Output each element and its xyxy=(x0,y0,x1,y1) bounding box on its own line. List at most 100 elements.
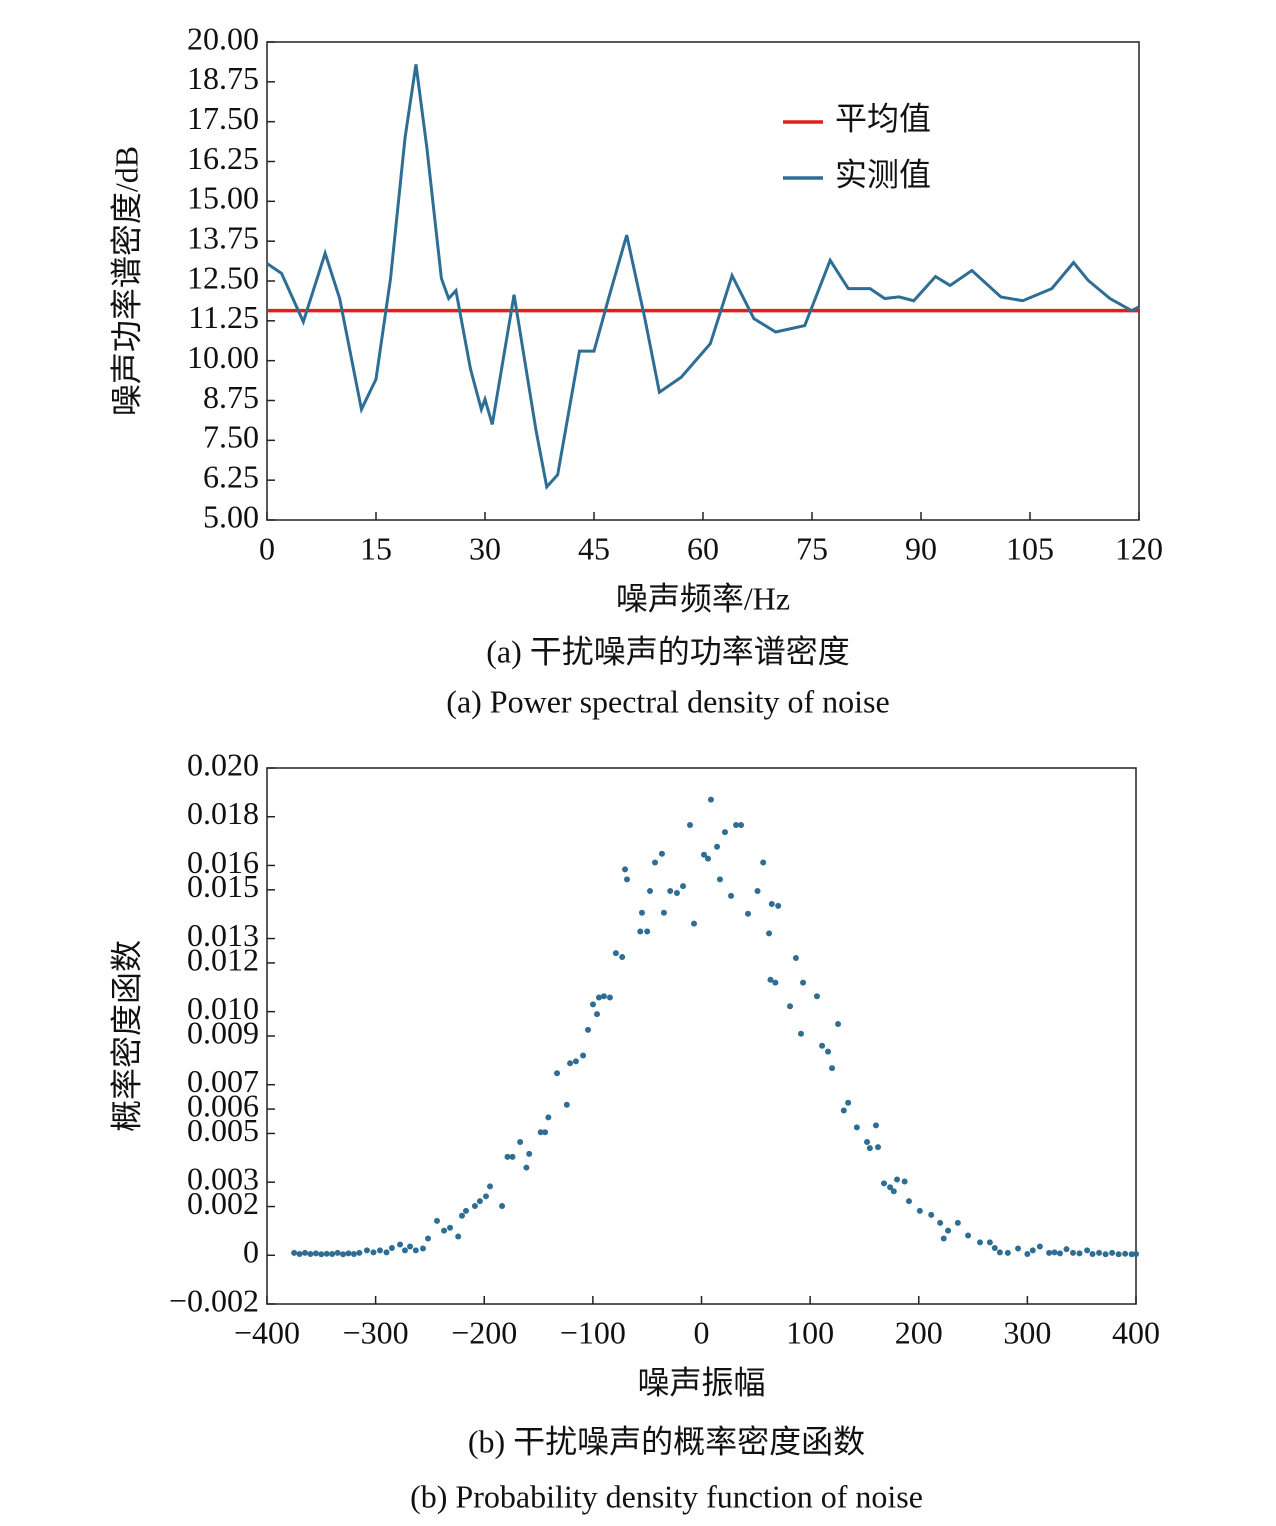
scatter-point xyxy=(1063,1246,1070,1253)
scatter-point xyxy=(800,979,807,986)
scatter-point xyxy=(937,1219,944,1226)
scatter-point xyxy=(370,1249,377,1256)
scatter-point xyxy=(340,1251,347,1258)
y-axis-label: 概率密度函数 xyxy=(108,940,144,1132)
y-tick-label: 0.006 xyxy=(187,1087,259,1123)
scatter-point xyxy=(707,796,714,803)
y-tick-label: 0.018 xyxy=(187,795,259,831)
scatter-point xyxy=(580,1052,587,1059)
x-tick-label: −300 xyxy=(343,1314,409,1350)
x-tick-label: 120 xyxy=(1115,530,1163,566)
scatter-point xyxy=(760,859,767,866)
scatter-point xyxy=(954,1219,961,1226)
scatter-point xyxy=(738,822,745,829)
scatter-point xyxy=(965,1232,972,1239)
x-tick-label: 105 xyxy=(1006,530,1054,566)
scatter-point xyxy=(716,876,723,883)
scatter-point xyxy=(638,909,645,916)
scatter-point xyxy=(606,994,613,1001)
scatter-point xyxy=(819,1042,826,1049)
scatter-point xyxy=(652,859,659,866)
scatter-point xyxy=(754,888,761,895)
scatter-point xyxy=(542,1129,549,1136)
scatter-point xyxy=(458,1212,465,1219)
scatter-point xyxy=(772,979,779,986)
y-tick-label: 16.25 xyxy=(187,140,259,176)
scatter-point xyxy=(637,928,644,935)
scatter-point xyxy=(600,993,607,1000)
scatter-point xyxy=(1128,1251,1135,1258)
y-tick-label: 0.002 xyxy=(187,1185,259,1221)
scatter-point xyxy=(890,1188,897,1195)
scatter-point xyxy=(407,1243,414,1250)
scatter-point xyxy=(350,1251,357,1258)
scatter-point xyxy=(487,1183,494,1190)
scatter-point xyxy=(1102,1251,1109,1258)
scatter-point xyxy=(894,1176,901,1183)
scatter-point xyxy=(1084,1247,1091,1254)
y-tick-label: 12.50 xyxy=(187,259,259,295)
x-tick-label: 300 xyxy=(1003,1314,1051,1350)
scatter-point xyxy=(523,1164,530,1171)
scatter-point xyxy=(986,1239,993,1246)
x-tick-label: 100 xyxy=(786,1314,834,1350)
scatter-point xyxy=(312,1250,319,1257)
scatter-point xyxy=(572,1058,579,1065)
scatter-point xyxy=(647,888,654,895)
scatter-point xyxy=(977,1239,984,1246)
scatter-point xyxy=(1051,1249,1058,1256)
x-tick-label: 60 xyxy=(687,530,719,566)
plot-frame xyxy=(266,41,1140,521)
scatter-point xyxy=(872,1122,879,1129)
scatter-point xyxy=(412,1247,419,1254)
y-tick-label: 0 xyxy=(243,1234,259,1270)
y-axis-label: 噪声功率谱密度/dB xyxy=(108,146,144,416)
scatter-point xyxy=(1122,1250,1129,1257)
scatter-point xyxy=(612,950,619,957)
y-tick-label: 8.75 xyxy=(203,379,259,415)
scatter-point xyxy=(840,1107,847,1114)
scatter-point xyxy=(401,1247,408,1254)
scatter-point xyxy=(686,822,693,829)
scatter-point xyxy=(768,900,775,907)
scatter-point xyxy=(424,1235,431,1242)
scatter-point xyxy=(623,876,630,883)
scatter-point xyxy=(916,1207,923,1214)
x-tick-label: 200 xyxy=(895,1314,943,1350)
y-tick-label: 11.25 xyxy=(188,299,259,335)
scatter-point xyxy=(471,1203,478,1210)
scatter-point xyxy=(567,1060,574,1067)
scatter-point xyxy=(667,888,674,895)
scatter-point xyxy=(887,1184,894,1191)
scatter-point xyxy=(775,902,782,909)
scatter-point xyxy=(383,1249,390,1256)
x-tick-label: 75 xyxy=(796,530,828,566)
scatter-point xyxy=(1004,1249,1011,1256)
scatter-point xyxy=(334,1249,341,1256)
scatter-point xyxy=(673,889,680,896)
y-tick-label: 6.25 xyxy=(203,459,259,495)
scatter-point xyxy=(766,930,773,937)
scatter-point xyxy=(813,993,820,1000)
y-tick-label: 0.005 xyxy=(187,1112,259,1148)
scatter-point xyxy=(680,883,687,890)
scatter-point xyxy=(901,1178,908,1185)
scatter-point xyxy=(798,1030,805,1037)
y-tick-label: 20.00 xyxy=(187,20,259,56)
scatter-point xyxy=(463,1207,470,1214)
line-series xyxy=(266,64,1140,491)
scatter-point xyxy=(787,1003,794,1010)
scatter-point xyxy=(853,1124,860,1131)
scatter-point xyxy=(509,1153,516,1160)
x-tick-label: 0 xyxy=(694,1314,710,1350)
scatter-point xyxy=(504,1153,511,1160)
scatter-point xyxy=(419,1245,426,1252)
scatter-point xyxy=(866,1145,873,1152)
scatter-point xyxy=(644,928,651,935)
scatter-point xyxy=(1133,1251,1139,1258)
x-tick-label: −100 xyxy=(560,1314,626,1350)
x-tick-label: −400 xyxy=(234,1314,300,1350)
scatter-point xyxy=(905,1198,912,1205)
scatter-point xyxy=(323,1250,330,1257)
